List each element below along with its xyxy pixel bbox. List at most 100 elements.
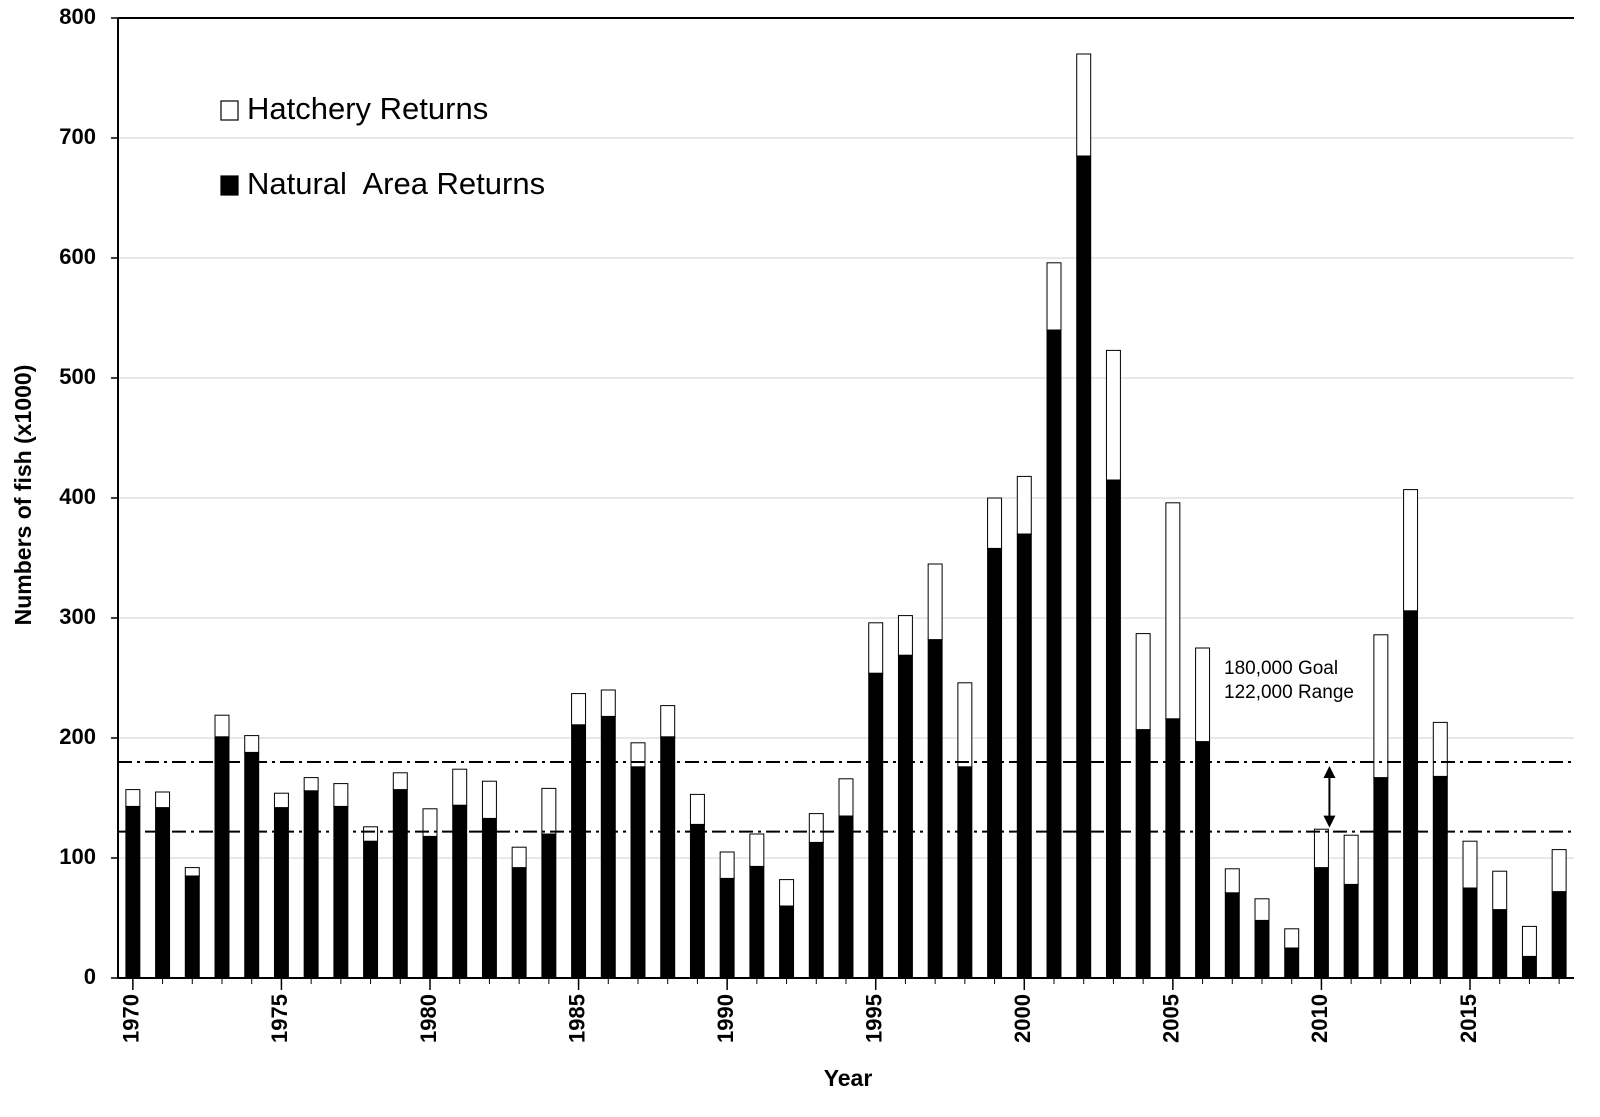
bar-segment [1343, 834, 1359, 885]
y-tick-label: 700 [59, 124, 96, 149]
bar-segment [808, 813, 824, 843]
bar-segment [1492, 909, 1508, 979]
bar-segment [1313, 828, 1329, 869]
bar-segment [1343, 883, 1359, 979]
bar-segment [1195, 741, 1211, 979]
bar-segment [868, 672, 884, 979]
bar-segment [422, 835, 438, 979]
bar-segment [1373, 777, 1389, 979]
bar-segment [363, 826, 379, 842]
bar-segment [1462, 887, 1478, 979]
y-axis-label: Numbers of fish (x1000) [10, 365, 36, 626]
bar-segment [392, 772, 408, 791]
x-tick-label: 1995 [862, 994, 887, 1043]
bar-segment [689, 793, 705, 825]
y-tick-label: 300 [59, 604, 96, 629]
x-tick-label: 2015 [1456, 994, 1481, 1043]
bar-segment [868, 622, 884, 674]
bar-segment [363, 840, 379, 979]
bar-segment [1076, 53, 1092, 157]
bar-segment [333, 783, 349, 807]
bar-segment [987, 547, 1003, 979]
x-tick-label: 2010 [1307, 994, 1332, 1043]
bar-segment [392, 789, 408, 979]
x-tick-label: 1985 [564, 994, 589, 1043]
bar-segment [749, 865, 765, 979]
bar-segment [125, 789, 141, 807]
bar-segment [630, 766, 646, 979]
bar-segment [600, 715, 616, 979]
bar-segment [1105, 479, 1121, 979]
bar-segment [1551, 849, 1567, 893]
legend-label: Natural Area Returns [247, 166, 545, 201]
bar-segment [1135, 633, 1151, 731]
legend-label: Hatchery Returns [247, 91, 488, 126]
bar-segment [689, 823, 705, 979]
bar-segment [987, 497, 1003, 549]
bar-segment [808, 841, 824, 979]
x-tick-label: 1970 [119, 994, 144, 1043]
bar-segment [719, 877, 735, 979]
bar-segment [1462, 840, 1478, 889]
x-tick-label: 1980 [416, 994, 441, 1043]
bar-segment [155, 791, 171, 809]
bar-segment [1551, 891, 1567, 979]
bar-segment [1403, 610, 1419, 979]
bar-segment [1195, 647, 1211, 743]
y-tick-label: 500 [59, 364, 96, 389]
bar-segment [511, 846, 527, 869]
bar-segment [273, 807, 289, 979]
bar-segment [660, 736, 676, 979]
bar-segment [273, 792, 289, 809]
bar-segment [214, 736, 230, 979]
bar-segment [184, 867, 200, 877]
bar-segment [719, 851, 735, 879]
bar-segment [600, 689, 616, 717]
x-tick-label: 2005 [1159, 994, 1184, 1043]
bar-segment [779, 905, 795, 979]
bar-segment [1284, 947, 1300, 979]
bar-segment [749, 833, 765, 867]
bar-segment [303, 777, 319, 792]
y-tick-label: 600 [59, 244, 96, 269]
x-tick-label: 1975 [267, 994, 292, 1043]
bar-segment [303, 790, 319, 979]
bar-segment [511, 867, 527, 979]
bar-segment [184, 875, 200, 979]
bar-segment [660, 705, 676, 738]
y-tick-label: 200 [59, 724, 96, 749]
bar-segment [1224, 892, 1240, 979]
arrow-head [1323, 766, 1336, 778]
bar-segment [1432, 775, 1448, 979]
y-tick-label: 800 [59, 4, 96, 29]
x-tick-label: 2000 [1010, 994, 1035, 1043]
bar-segment [1432, 721, 1448, 777]
bar-segment [1521, 955, 1537, 979]
bar-segment [244, 735, 260, 753]
annotation: 122,000 Range [1224, 682, 1354, 703]
bar-segment [1165, 502, 1181, 720]
bar-segment [838, 778, 854, 817]
bar-segment [1492, 870, 1508, 911]
legend-swatch [220, 175, 239, 196]
bar-segment [957, 766, 973, 979]
bar-segment [244, 751, 260, 979]
bar-segment [927, 563, 943, 641]
bar-segment [957, 682, 973, 768]
y-tick-label: 400 [59, 484, 96, 509]
bar-segment [1105, 349, 1121, 481]
bar-segment [422, 808, 438, 837]
bar-segment [1076, 155, 1092, 979]
y-tick-label: 0 [84, 964, 96, 989]
arrow-head [1323, 815, 1336, 828]
bar-segment [1046, 329, 1062, 979]
bar-segment [1254, 898, 1270, 921]
bar-segment [1373, 634, 1389, 779]
x-axis-label: Year [824, 1065, 873, 1091]
bar-segment [897, 615, 913, 656]
bar-segment [481, 817, 497, 979]
bar-segment [452, 768, 468, 806]
bar-segment [1016, 475, 1032, 535]
bar-segment [1046, 262, 1062, 331]
